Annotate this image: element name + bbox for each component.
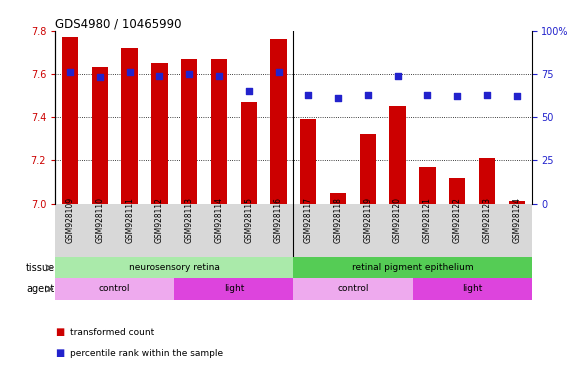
Text: GDS4980 / 10465990: GDS4980 / 10465990: [55, 18, 182, 31]
Text: ■: ■: [55, 327, 64, 337]
Bar: [121, 48, 138, 204]
Point: [244, 88, 253, 94]
Bar: [151, 63, 167, 204]
Bar: [389, 106, 406, 204]
Bar: [174, 278, 293, 300]
Point: [66, 69, 75, 75]
Text: ■: ■: [55, 348, 64, 358]
Bar: [55, 278, 174, 300]
Point: [125, 69, 134, 75]
Bar: [479, 158, 495, 204]
Bar: [360, 134, 376, 204]
Point: [214, 73, 224, 79]
Bar: [300, 119, 317, 204]
Text: percentile rank within the sample: percentile rank within the sample: [70, 349, 223, 358]
Point: [393, 73, 402, 79]
Bar: [508, 201, 525, 204]
Text: control: control: [337, 285, 369, 293]
Point: [95, 74, 105, 81]
Text: transformed count: transformed count: [70, 328, 154, 337]
Bar: [270, 40, 286, 204]
Bar: [211, 59, 227, 204]
Bar: [181, 59, 198, 204]
Point: [512, 93, 521, 99]
Bar: [241, 102, 257, 204]
Point: [453, 93, 462, 99]
Bar: [62, 37, 78, 204]
Text: retinal pigment epithelium: retinal pigment epithelium: [352, 263, 474, 272]
Bar: [413, 278, 532, 300]
Bar: [330, 193, 346, 204]
Point: [155, 73, 164, 79]
Text: light: light: [224, 285, 244, 293]
Text: light: light: [462, 285, 482, 293]
Text: tissue: tissue: [26, 263, 55, 273]
Text: agent: agent: [26, 284, 55, 294]
Point: [333, 95, 343, 101]
Point: [304, 91, 313, 98]
Text: control: control: [99, 285, 131, 293]
Text: neurosensory retina: neurosensory retina: [129, 263, 220, 272]
Point: [274, 69, 283, 75]
Bar: [449, 177, 465, 204]
Bar: [92, 68, 108, 204]
Point: [423, 91, 432, 98]
Bar: [293, 278, 413, 300]
Point: [482, 91, 492, 98]
Point: [185, 71, 194, 77]
Bar: [419, 167, 436, 204]
Point: [363, 91, 372, 98]
Bar: [293, 257, 532, 278]
Bar: [55, 257, 293, 278]
